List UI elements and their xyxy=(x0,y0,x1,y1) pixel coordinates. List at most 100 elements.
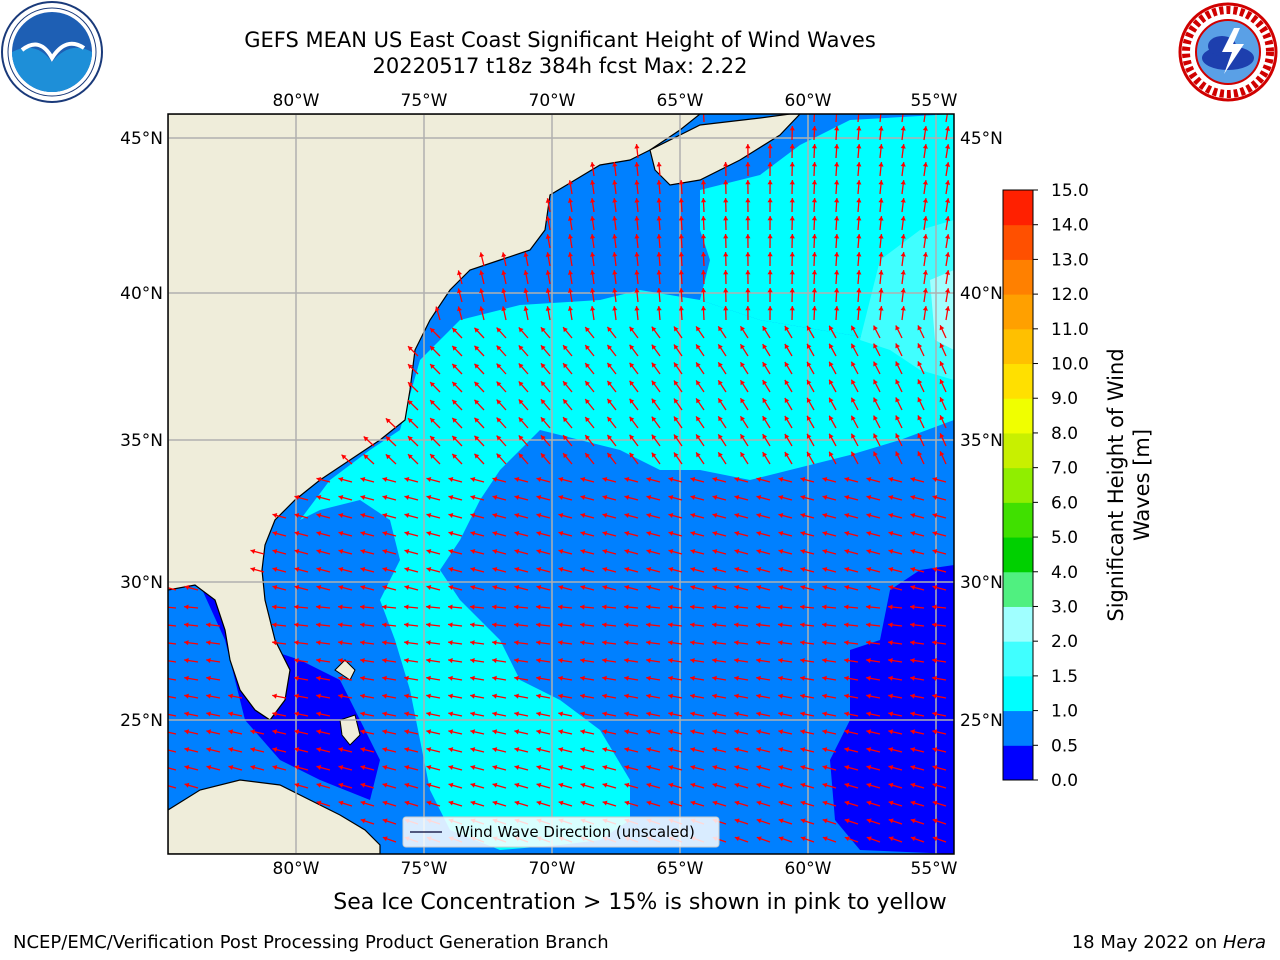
wave-direction-arrowhead xyxy=(700,306,707,311)
lon-label: 80°W xyxy=(273,859,320,879)
wave-direction-arrowhead xyxy=(900,162,906,167)
wave-direction-arrowhead xyxy=(518,417,524,423)
wave-direction-arrowhead xyxy=(558,604,563,610)
wave-direction-arrowhead xyxy=(866,782,872,788)
wave-direction-arrowhead xyxy=(470,584,476,590)
wave-direction-arrowhead xyxy=(624,711,630,717)
wave-direction-arrowhead xyxy=(294,566,300,572)
wave-direction-arrowhead xyxy=(767,144,773,149)
wave-direction-arrowhead xyxy=(452,381,458,387)
wave-direction-arrowhead xyxy=(452,417,458,423)
wave-direction-arrowhead xyxy=(668,566,674,572)
wave-direction-arrowhead xyxy=(690,640,695,646)
wave-direction-arrowhead xyxy=(873,379,878,385)
wave-direction-arrowhead xyxy=(382,800,388,806)
wave-direction-arrowhead xyxy=(184,764,190,770)
wave-direction-arrowhead xyxy=(712,729,718,735)
wave-direction-arrowhead xyxy=(673,416,679,422)
wave-direction-arrowhead xyxy=(690,622,695,628)
wave-direction-arrowhead xyxy=(624,622,629,628)
wave-direction-arrowhead xyxy=(866,693,871,699)
wave-direction-arrowhead xyxy=(590,162,596,167)
wave-direction-arrowhead xyxy=(646,530,652,536)
wave-direction-arrowhead xyxy=(634,216,640,221)
wave-direction-arrowhead xyxy=(316,548,322,554)
wave-direction-arrowhead xyxy=(656,162,662,167)
wave-direction-arrowhead xyxy=(250,548,256,554)
wave-direction-arrowhead xyxy=(673,380,679,386)
wave-direction-arrowhead xyxy=(696,362,701,368)
wave-direction-arrowhead xyxy=(452,363,458,369)
wave-direction-arrowhead xyxy=(945,144,951,149)
wave-direction-arrowhead xyxy=(895,379,901,385)
wave-direction-arrowhead xyxy=(700,180,707,185)
wave-direction-arrowhead xyxy=(607,452,613,458)
wave-direction-arrowhead xyxy=(646,548,652,554)
lat-labels-right: 45°N 40°N 35°N 30°N 25°N xyxy=(960,129,1003,731)
wave-direction-arrowhead xyxy=(945,270,951,275)
wave-direction-arrowhead xyxy=(690,675,695,681)
wave-direction-arrowhead xyxy=(184,584,190,590)
wave-direction-arrowhead xyxy=(740,344,745,350)
wave-direction-arrowhead xyxy=(404,604,409,610)
wave-direction-arrowhead xyxy=(514,657,519,664)
wave-direction-arrowhead xyxy=(585,363,590,369)
wave-direction-arrowhead xyxy=(922,234,928,239)
wave-direction-arrowhead xyxy=(822,604,827,610)
wave-direction-arrowhead xyxy=(756,836,762,842)
wave-direction-arrowhead xyxy=(624,693,629,699)
wave-direction-arrowhead xyxy=(834,144,840,149)
wave-direction-arrowhead xyxy=(624,476,630,482)
colorbar-segment xyxy=(1003,571,1033,607)
wave-direction-arrowhead xyxy=(800,494,806,500)
wave-direction-arrowhead xyxy=(690,566,696,572)
wave-direction-arrowhead xyxy=(723,270,729,275)
wave-direction-arrowhead xyxy=(734,640,739,646)
wave-direction-arrowhead xyxy=(184,657,189,664)
wave-direction-arrowhead xyxy=(740,326,745,332)
wave-direction-arrowhead xyxy=(939,397,945,403)
wave-direction-arrowhead xyxy=(470,711,476,717)
wave-direction-arrowhead xyxy=(873,433,878,439)
wave-direction-arrowhead xyxy=(778,818,784,824)
wave-direction-arrowhead xyxy=(634,144,640,149)
wave-direction-arrowhead xyxy=(558,584,564,590)
wave-direction-arrowhead xyxy=(382,782,388,788)
wave-direction-arrowhead xyxy=(834,234,840,239)
wave-direction-arrowhead xyxy=(668,476,674,482)
wave-direction-arrowhead xyxy=(563,435,568,441)
wave-direction-arrowhead xyxy=(470,693,475,699)
wave-direction-arrowhead xyxy=(844,494,850,500)
wave-direction-arrowhead xyxy=(448,548,454,554)
wave-direction-arrowhead xyxy=(900,198,906,203)
wave-direction-arrowhead xyxy=(563,345,568,351)
wave-direction-arrowhead xyxy=(612,216,618,221)
wave-direction-arrowhead xyxy=(910,512,916,518)
wave-direction-arrowhead xyxy=(690,494,696,500)
wave-direction-arrowhead xyxy=(404,782,410,788)
wave-direction-arrowhead xyxy=(360,622,365,628)
wave-direction-arrowhead xyxy=(734,675,739,681)
wave-direction-arrowhead xyxy=(404,800,410,806)
wave-direction-arrowhead xyxy=(932,584,938,590)
wave-direction-arrowhead xyxy=(426,764,432,770)
wave-direction-arrowhead xyxy=(563,399,568,405)
wave-direction-arrowhead xyxy=(939,451,945,457)
wave-direction-arrowhead xyxy=(474,363,480,369)
wave-direction-arrowhead xyxy=(673,326,679,332)
colorbar-segment xyxy=(1003,537,1033,573)
wave-direction-arrowhead xyxy=(602,729,608,735)
wave-direction-arrowhead xyxy=(585,399,590,405)
wave-direction-arrow xyxy=(168,695,177,699)
wave-direction-arrowhead xyxy=(228,747,234,753)
wave-direction-arrowhead xyxy=(834,270,840,275)
wave-direction-arrowhead xyxy=(426,675,431,681)
wave-direction-arrowhead xyxy=(580,604,585,610)
wave-direction-arrowhead xyxy=(756,622,761,628)
wave-direction-arrowhead xyxy=(448,800,454,806)
wave-direction-arrowhead xyxy=(316,747,322,753)
wave-direction-arrowhead xyxy=(430,328,435,333)
wave-direction-arrowhead xyxy=(922,252,928,257)
wave-direction-arrowhead xyxy=(656,216,662,221)
wave-direction-arrowhead xyxy=(745,180,751,185)
